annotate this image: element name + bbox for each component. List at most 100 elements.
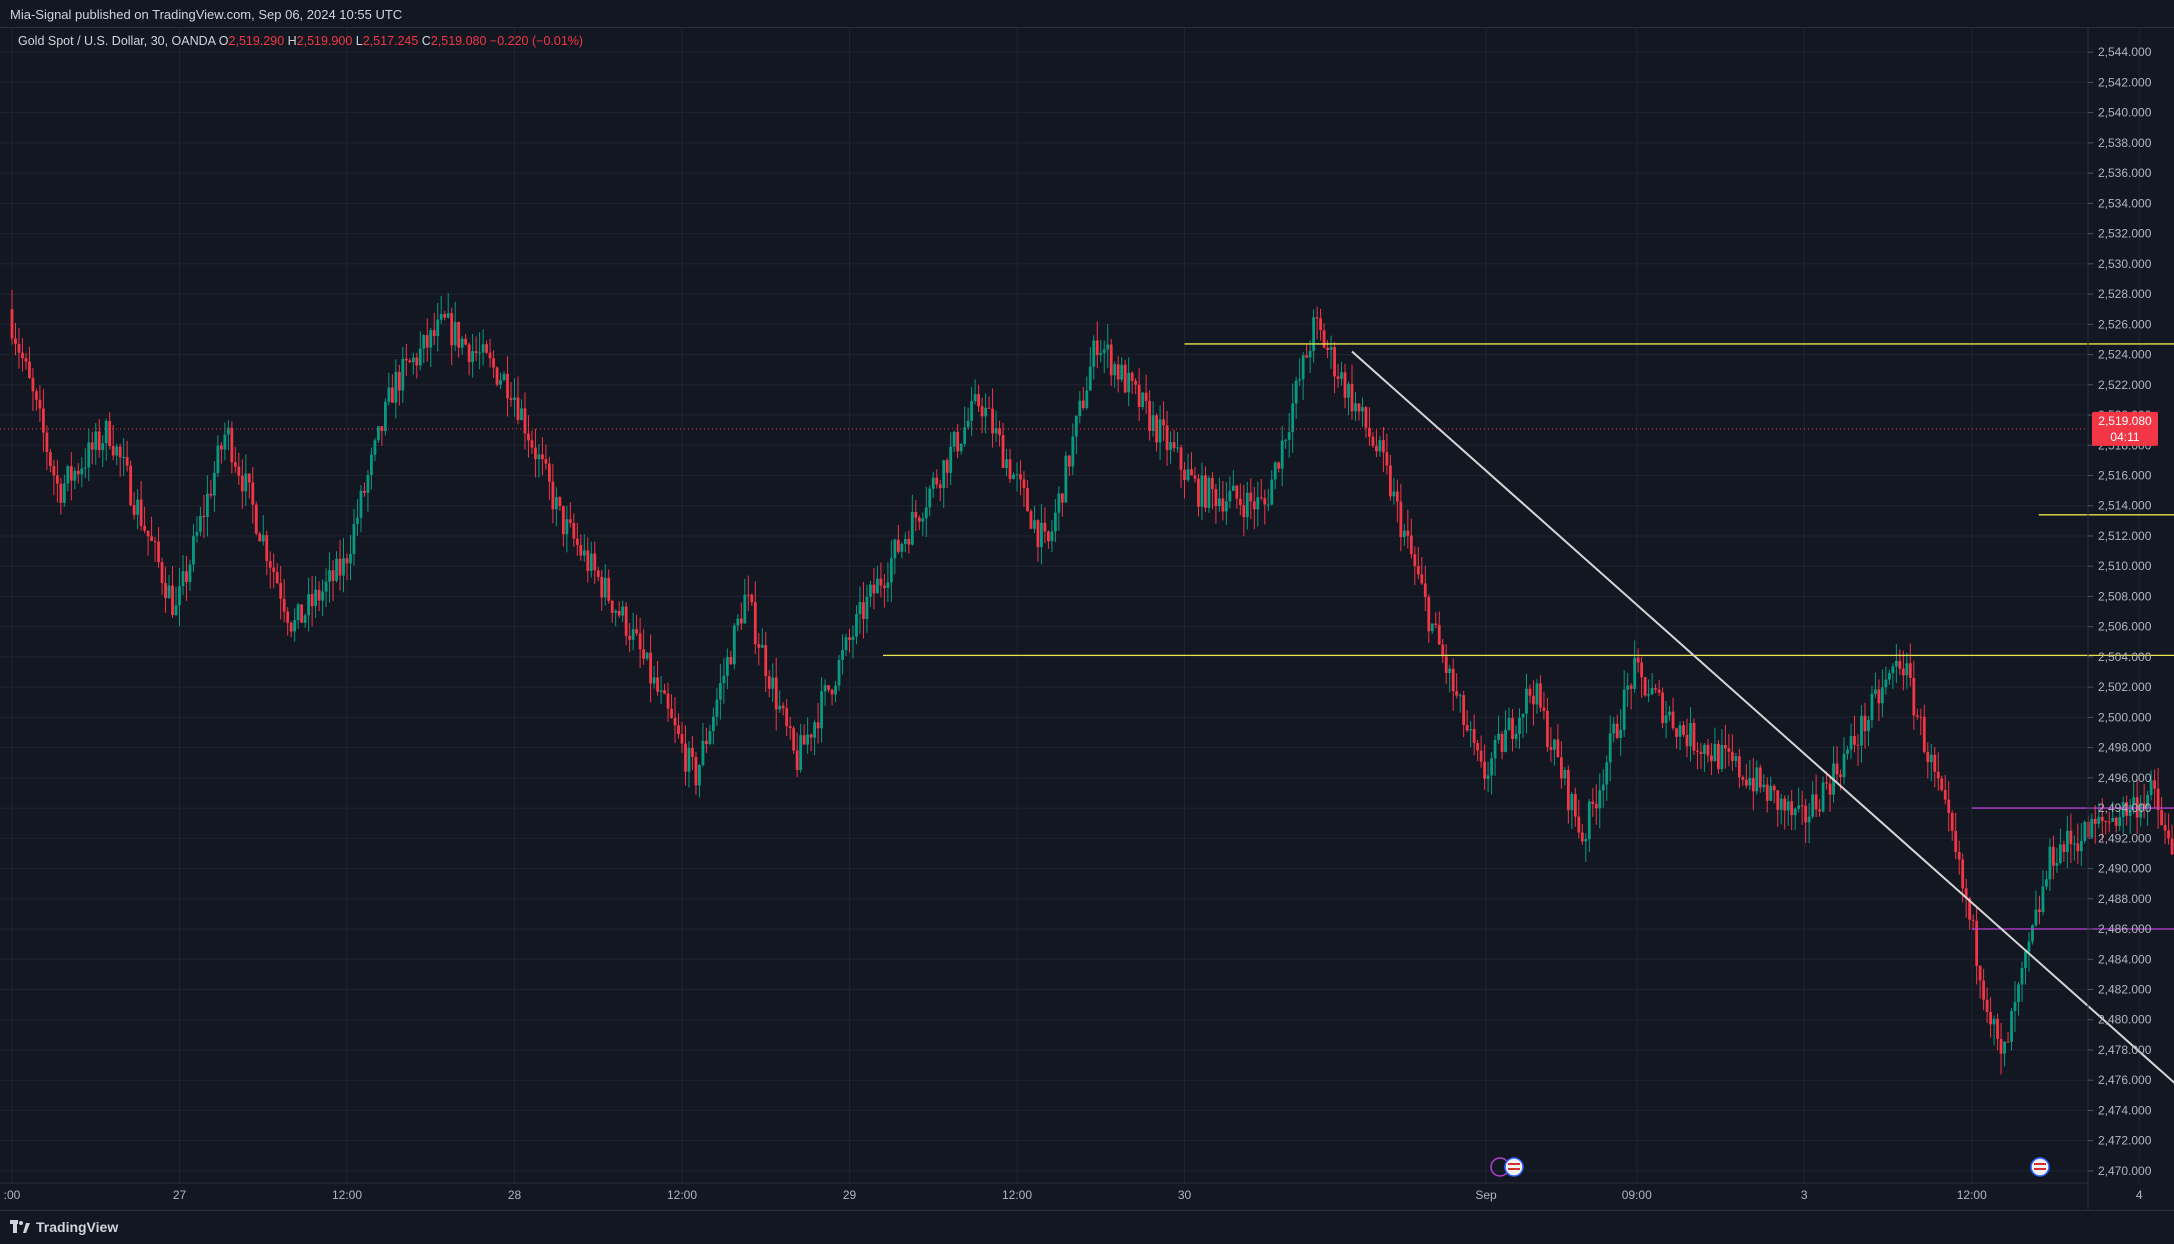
y-tick-label: 2,530.000 <box>2098 257 2152 271</box>
candle-body <box>1898 661 1902 669</box>
y-tick-label: 2,516.000 <box>2098 468 2152 482</box>
candle-body <box>565 519 569 535</box>
candle-body <box>1347 383 1350 398</box>
footer-bar: TradingView <box>0 1210 2174 1244</box>
candle-body <box>1668 711 1671 716</box>
candle-body <box>481 344 485 353</box>
candle-body <box>1158 419 1162 443</box>
candle-body <box>952 431 956 447</box>
candle-body <box>2010 1011 2013 1042</box>
us-flag-event-icon[interactable] <box>2030 1157 2050 1177</box>
symbol-description[interactable]: Gold Spot / U.S. Dollar, 30, OANDA <box>18 34 216 48</box>
candle-body <box>1535 683 1539 705</box>
candle-body <box>1559 757 1563 779</box>
candle-body <box>1692 722 1696 751</box>
candle-body <box>42 408 45 433</box>
candle-body <box>286 611 290 623</box>
candle-body <box>1315 317 1319 319</box>
drawing-annotations <box>883 312 2174 1156</box>
candle-body <box>1204 475 1207 508</box>
candle-body <box>1179 447 1183 470</box>
candle-body <box>1842 753 1846 778</box>
candle-body <box>1263 498 1267 505</box>
y-tick-label: 2,528.000 <box>2098 287 2152 301</box>
candle-body <box>624 606 628 636</box>
candle-body <box>544 459 548 464</box>
x-tick-label: 30 <box>1178 1188 1192 1202</box>
candle-body <box>869 584 872 597</box>
candle-body <box>1877 689 1881 704</box>
event-markers[interactable] <box>1490 1157 2050 1177</box>
y-tick-label: 2,478.000 <box>2098 1043 2152 1057</box>
candle-body <box>1594 803 1598 809</box>
candle-body <box>1050 531 1054 542</box>
candle-body <box>1807 816 1811 823</box>
candle-body <box>272 567 276 572</box>
candle-body <box>408 360 412 363</box>
candle-body <box>383 401 387 432</box>
price-axis[interactable]: 2,470.000 2,472.000 2,474.000 2,476.000 2,47… <box>2088 45 2152 1178</box>
candle-body <box>1978 965 1982 981</box>
candle-body <box>2114 817 2118 826</box>
white-projection-path[interactable] <box>1351 312 2174 1156</box>
candle-body <box>1717 743 1720 770</box>
candle-body <box>404 358 408 361</box>
candle-body <box>513 397 516 400</box>
candle-body <box>1326 347 1329 351</box>
x-tick-label: 09:00 <box>1622 1188 1652 1202</box>
candle-body <box>129 465 133 505</box>
us-flag-event-icon[interactable] <box>1504 1157 1524 1177</box>
candle-body <box>331 570 335 581</box>
candle-body <box>1790 801 1794 816</box>
candle-body <box>1936 771 1940 779</box>
time-axis[interactable]: :00 27 12:00 28 12:00 29 12:00 30 Sep 09:00 3 12:00… <box>4 1188 2174 1202</box>
x-tick-label: 12:00 <box>332 1188 362 1202</box>
x-tick-label: Sep <box>1475 1188 1497 1202</box>
candle-body <box>1999 1038 2003 1054</box>
chart-background <box>0 28 2174 1210</box>
candle-body <box>753 602 757 645</box>
candle-body <box>1901 668 1905 676</box>
flag-stripe <box>2034 1168 2046 1170</box>
candle-body <box>1640 662 1644 678</box>
candle-body <box>1284 439 1288 441</box>
candle-body <box>844 637 848 651</box>
candle-body <box>453 322 457 346</box>
candle-body <box>1982 980 1986 1000</box>
candle-body <box>265 535 269 562</box>
candle-body <box>928 488 932 508</box>
candle-body <box>192 535 195 565</box>
candle-body <box>938 484 942 489</box>
candlestick-series <box>0 289 2174 1075</box>
candle-body <box>1095 340 1099 355</box>
price-chart[interactable]: 2,470.000 2,472.000 2,474.000 2,476.000 2,47… <box>0 28 2174 1210</box>
candle-body <box>1584 839 1588 842</box>
candle-body <box>638 633 642 650</box>
candle-body <box>530 440 534 448</box>
candle-body <box>17 344 21 353</box>
candle-body <box>1141 392 1145 407</box>
tradingview-logo[interactable]: TradingView <box>10 1219 118 1235</box>
candle-body <box>1884 679 1888 688</box>
candle-body <box>1608 733 1612 763</box>
candle-body <box>59 483 63 503</box>
candle-body <box>1469 729 1473 731</box>
candle-body <box>244 473 248 492</box>
high-label: H <box>287 34 297 48</box>
flag-stripe <box>1508 1168 1520 1170</box>
candle-body <box>1580 832 1584 842</box>
candle-body <box>1954 830 1958 852</box>
candle-body <box>1894 661 1898 667</box>
candle-body <box>561 506 565 535</box>
candle-body <box>1542 707 1546 711</box>
candle-body <box>2017 984 2020 1003</box>
candle-body <box>1650 688 1654 695</box>
candle-body <box>1200 475 1204 507</box>
candle-body <box>896 539 900 552</box>
candle-body <box>1238 498 1242 506</box>
candle-body <box>478 352 482 354</box>
candle-body <box>1437 624 1441 645</box>
candle-body <box>237 466 241 476</box>
candle-body <box>1919 716 1923 718</box>
y-tick-label: 2,482.000 <box>2098 982 2152 996</box>
